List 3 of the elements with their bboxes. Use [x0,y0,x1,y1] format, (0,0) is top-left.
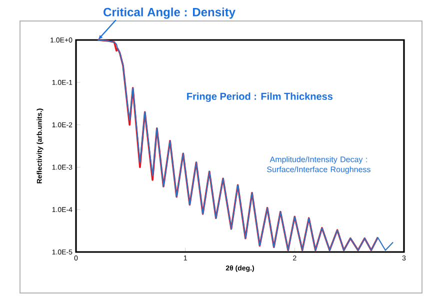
annotation: Critical Angle : Density [104,8,236,19]
annotation: Amplitude/Intensity Decay : Surface/Interface Roughness [267,156,370,174]
annotation: Fringe Period : Film Thickness [187,92,333,102]
